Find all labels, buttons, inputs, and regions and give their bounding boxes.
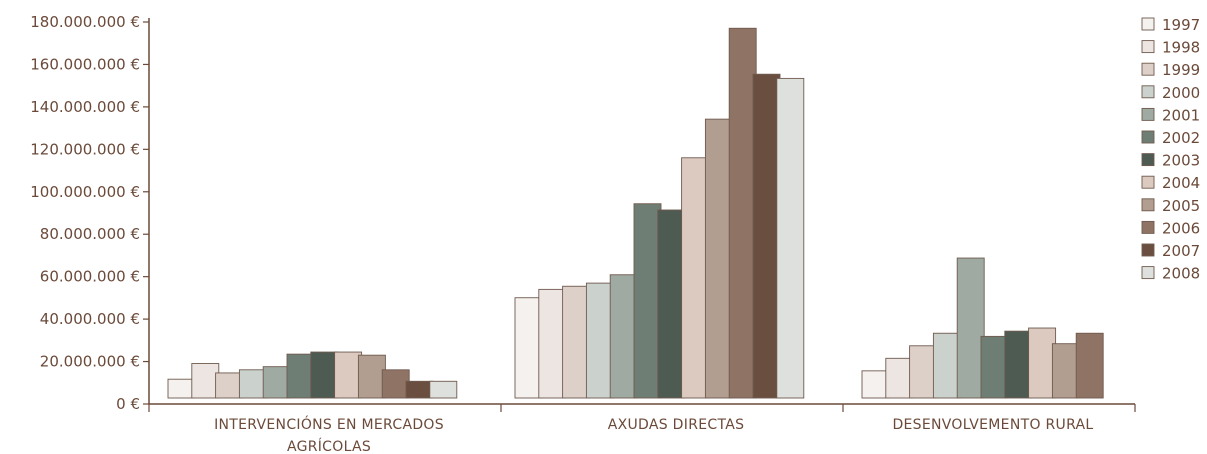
legend-swatch-2004 — [1141, 175, 1155, 189]
legend-swatch-1998 — [1141, 40, 1155, 54]
legend-swatch-2008 — [1141, 266, 1155, 280]
bar-2006-3 — [1075, 332, 1104, 399]
bar-2000-3 — [932, 332, 961, 399]
category-label: INTERVENCIÓNS EN MERCADOS — [214, 415, 444, 433]
bar-2001-2 — [609, 274, 638, 399]
legend-label-2002: 2002 — [1162, 129, 1200, 147]
bar-1999-1 — [215, 372, 244, 399]
legend-label-2007: 2007 — [1162, 242, 1200, 260]
legend: 1997 1998 1999 2000 2001 2002 2003 2004 2005 2006… — [1141, 16, 1200, 283]
y-tick-label: 40.000.000 € — [40, 310, 140, 328]
bar-1999-3 — [909, 345, 938, 399]
bar-2001-3 — [956, 257, 985, 399]
bar-1997-3 — [861, 370, 890, 399]
y-tick-label: 60.000.000 € — [40, 268, 140, 286]
y-tick-label: 180.000.000 € — [30, 13, 140, 31]
legend-label-2003: 2003 — [1162, 152, 1200, 170]
y-tick-label: 120.000.000 € — [30, 140, 140, 158]
bar-2005-1 — [357, 354, 386, 399]
bar-2001-1 — [262, 366, 291, 399]
bar-2006-2 — [728, 27, 757, 399]
bar-1997-1 — [167, 378, 196, 399]
bar-2002-1 — [286, 353, 315, 399]
bar-2008-1 — [429, 380, 458, 399]
legend-label-2004: 2004 — [1162, 174, 1200, 192]
y-tick-label: 100.000.000 € — [30, 183, 140, 201]
y-tick-label: 20.000.000 € — [40, 353, 140, 371]
legend-swatch-2005 — [1141, 198, 1155, 212]
legend-label-2005: 2005 — [1162, 197, 1200, 215]
bar-2003-1 — [310, 351, 339, 399]
legend-label-2000: 2000 — [1162, 84, 1200, 102]
bar-2008-2 — [776, 77, 805, 399]
legend-swatch-2007 — [1141, 243, 1155, 257]
y-tick-label: 140.000.000 € — [30, 98, 140, 116]
bar-1998-2 — [538, 288, 567, 399]
bar-1998-1 — [191, 363, 220, 399]
legend-swatch-2003 — [1141, 153, 1155, 167]
legend-swatch-2001 — [1141, 107, 1155, 121]
legend-label-2001: 2001 — [1162, 106, 1200, 124]
bar-2000-2 — [585, 282, 614, 399]
legend-swatch-2006 — [1141, 220, 1155, 234]
bar-2004-2 — [681, 157, 710, 399]
bar-2002-3 — [980, 335, 1009, 399]
legend-swatch-2000 — [1141, 85, 1155, 99]
bar-2003-3 — [1004, 330, 1033, 399]
x-axis: INTERVENCIÓNS EN MERCADOS AGRÍCOLAS AXUDAS… — [148, 403, 1136, 454]
category-label: DESENVOLVEMENTO RURAL — [892, 417, 1093, 433]
y-tick-label: 160.000.000 € — [30, 55, 140, 73]
bar-2005-3 — [1051, 343, 1080, 399]
bar-1999-2 — [562, 285, 591, 399]
bar-2007-2 — [752, 73, 781, 399]
bar-2005-2 — [704, 118, 733, 399]
bar-2004-1 — [334, 351, 363, 399]
legend-label-2008: 2008 — [1162, 265, 1200, 283]
bar-2004-3 — [1028, 327, 1057, 399]
bar-2000-1 — [238, 369, 267, 399]
legend-label-1998: 1998 — [1162, 39, 1200, 57]
bar-1998-3 — [885, 357, 914, 399]
y-tick-label: 80.000.000 € — [40, 225, 140, 243]
legend-swatch-2002 — [1141, 130, 1155, 144]
y-axis: 0 € 20.000.000 € 40.000.000 € 60.000.000 € 8… — [30, 13, 150, 413]
legend-swatch-1997 — [1141, 17, 1155, 31]
y-tick-label: 0 € — [116, 395, 140, 413]
bar-2006-1 — [381, 369, 410, 399]
bar-2003-2 — [657, 209, 686, 399]
bars — [167, 27, 1104, 399]
legend-swatch-1999 — [1141, 62, 1155, 76]
bar-1997-2 — [514, 297, 543, 399]
legend-label-1999: 1999 — [1162, 61, 1200, 79]
bar-2002-2 — [633, 203, 662, 399]
category-label: AGRÍCOLAS — [287, 438, 371, 454]
legend-label-1997: 1997 — [1162, 16, 1200, 34]
bar-2007-1 — [405, 380, 434, 399]
category-label: AXUDAS DIRECTAS — [608, 417, 745, 433]
legend-label-2006: 2006 — [1162, 219, 1200, 237]
